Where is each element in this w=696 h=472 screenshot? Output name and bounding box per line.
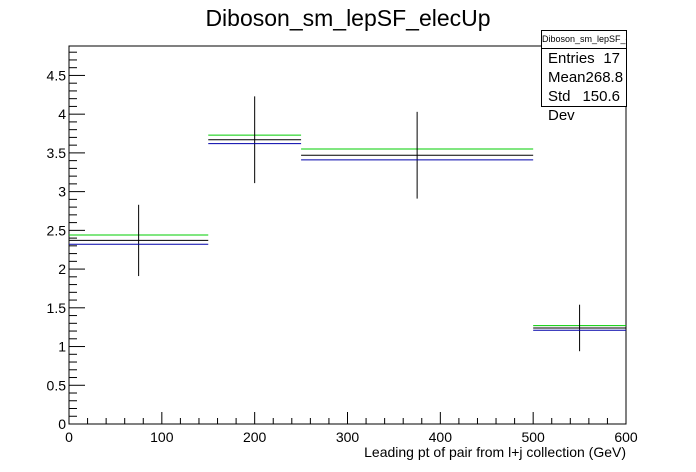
plot-area: 0 100 200 300 400 500 600 0 0.5 1 1.5 2 2.5 3 3.5 4 4.5: [47, 45, 638, 445]
y-tick-label: 1: [58, 339, 66, 355]
y-tick-label: 0: [58, 416, 66, 432]
stats-title: Diboson_sm_lepSF_elecUp: [542, 31, 626, 49]
x-tick-label: 400: [429, 429, 453, 445]
y-tick-label: 0.5: [47, 377, 67, 393]
x-tick-label: 200: [243, 429, 267, 445]
chart-title: Diboson_sm_lepSF_elecUp: [205, 5, 490, 31]
y-tick-label: 1.5: [47, 300, 67, 316]
x-tick-label: 0: [65, 429, 73, 445]
x-axis-label: Leading pt of pair from l+j collection (…: [364, 444, 626, 460]
mean-label: Mean: [548, 69, 586, 86]
stddev-value: 150.6: [582, 88, 620, 105]
stats-row-entries: Entries 17: [542, 49, 626, 68]
stddev-label: Std Dev: [548, 88, 575, 124]
y-tick-label: 3: [58, 184, 66, 200]
stats-row-stddev: Std Dev 150.6: [542, 87, 626, 124]
entries-label: Entries: [548, 50, 595, 67]
y-tick-label: 4.5: [47, 67, 67, 83]
y-tick-label: 3.5: [47, 145, 67, 161]
mean-value: 268.8: [585, 69, 624, 86]
stats-legend-box: Diboson_sm_lepSF_elecUp Entries 17 Mean …: [541, 30, 627, 124]
entries-value: 17: [603, 50, 620, 67]
x-tick-label: 500: [521, 429, 545, 445]
x-tick-label: 100: [150, 429, 174, 445]
y-tick-label: 4: [58, 106, 66, 122]
y-tick-label: 2: [58, 261, 66, 277]
y-tick-label: 2.5: [47, 222, 67, 238]
x-tick-label: 600: [614, 429, 638, 445]
x-tick-label: 300: [336, 429, 360, 445]
stats-row-mean: Mean 268.8: [542, 68, 626, 87]
